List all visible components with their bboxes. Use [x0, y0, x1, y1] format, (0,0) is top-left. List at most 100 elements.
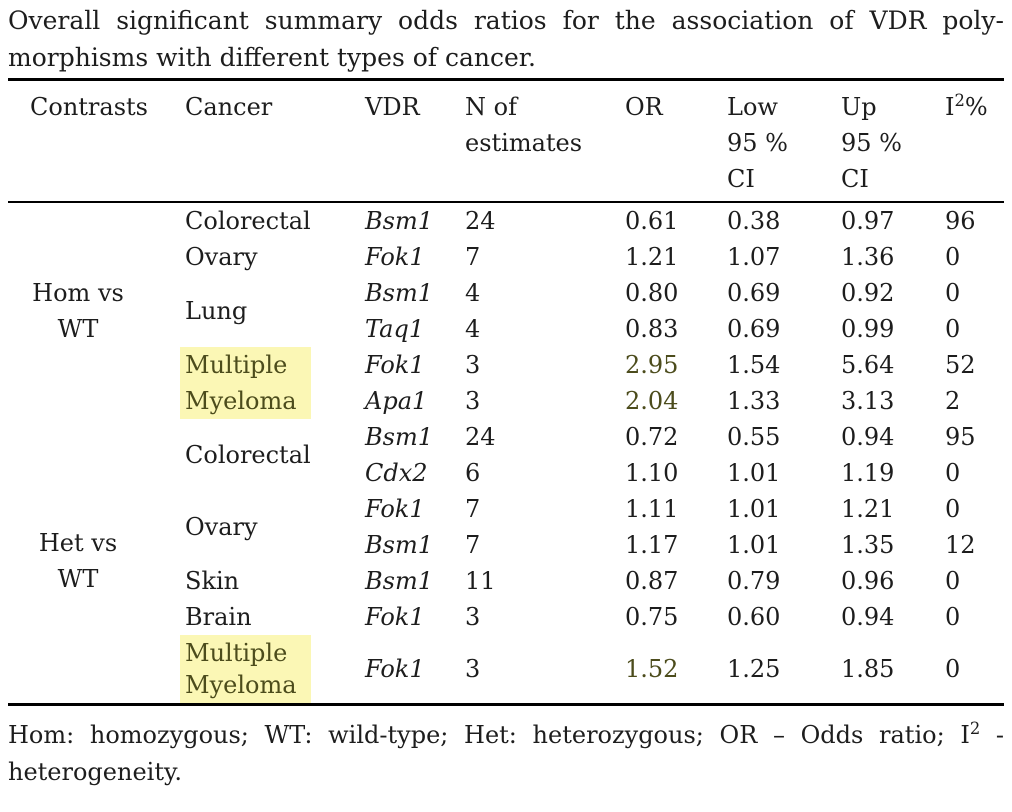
header-n-estimates: N of estimates — [465, 79, 625, 203]
cell-up-ci: 1.36 — [841, 243, 895, 271]
section-label-hom-vs-wt: Hom vs WT — [32, 279, 124, 343]
cell-up-ci: 1.85 — [841, 655, 895, 683]
cell-vdr: Fok1 — [365, 243, 425, 271]
cell-up-ci: 0.97 — [841, 207, 895, 235]
cell-or: 0.83 — [625, 315, 679, 343]
table-row: Bsm1 7 1.17 1.01 1.35 12 — [8, 527, 1004, 563]
cell-up-ci: 3.13 — [841, 387, 895, 415]
cell-vdr: Bsm1 — [365, 531, 433, 559]
cell-vdr: Fok1 — [365, 495, 425, 523]
header-row: Contrasts Cancer VDR N of estimates OR L… — [8, 79, 1004, 203]
header-up-ci: Up 95 % CI — [841, 79, 945, 203]
cell-up-ci: 1.21 — [841, 495, 895, 523]
highlighted-or-value: 2.04 — [619, 383, 727, 419]
cell-or: 1.21 — [625, 243, 679, 271]
cell-i2: 0 — [945, 243, 961, 271]
cell-n: 24 — [465, 207, 496, 235]
header-low-ci: Low 95 % CI — [727, 79, 841, 203]
cell-n: 11 — [465, 567, 496, 595]
cell-up-ci: 0.94 — [841, 423, 895, 451]
cell-cancer: Colorectal — [185, 441, 311, 469]
cell-vdr: Bsm1 — [365, 423, 433, 451]
cell-i2: 12 — [945, 531, 976, 559]
cell-i2: 0 — [945, 655, 961, 683]
cell-low-ci: 0.69 — [727, 279, 781, 307]
footnote-line-1: Hom: homozygous; WT: wild-type; Het: het… — [8, 719, 1004, 749]
cell-or: 0.87 — [625, 567, 679, 595]
cell-up-ci: 0.99 — [841, 315, 895, 343]
cell-vdr: Fok1 — [365, 351, 425, 379]
cell-low-ci: 1.01 — [727, 495, 781, 523]
cell-vdr: Bsm1 — [365, 279, 433, 307]
cell-n: 4 — [465, 279, 481, 307]
cell-n: 24 — [465, 423, 496, 451]
table-row: Brain Fok1 3 0.75 0.60 0.94 0 — [8, 599, 1004, 635]
table-row: Taq1 4 0.83 0.69 0.99 0 — [8, 311, 1004, 347]
cell-vdr: Fok1 — [365, 603, 425, 631]
table-row: Cdx2 6 1.10 1.01 1.19 0 — [8, 455, 1004, 491]
header-i2-percent: I2% — [945, 79, 1004, 203]
cell-n: 3 — [465, 387, 481, 415]
cell-low-ci: 1.07 — [727, 243, 781, 271]
table-caption: Overall significant summary odds ratios … — [8, 0, 1004, 76]
cell-low-ci: 1.01 — [727, 459, 781, 487]
odds-ratio-table: Contrasts Cancer VDR N of estimates OR L… — [8, 78, 1004, 706]
cell-up-ci: 5.64 — [841, 351, 895, 379]
cell-up-ci: 1.35 — [841, 531, 895, 559]
footnote-line-2: heterogeneity. — [8, 758, 182, 786]
cell-cancer: Skin — [185, 567, 240, 595]
cell-n: 3 — [465, 655, 481, 683]
cell-low-ci: 1.25 — [727, 655, 781, 683]
cell-up-ci: 0.96 — [841, 567, 895, 595]
cell-low-ci: 0.55 — [727, 423, 781, 451]
table-row: Hom vs WT Colorectal Bsm1 24 0.61 0.38 0… — [8, 202, 1004, 343]
cell-or: 0.61 — [625, 207, 679, 235]
cell-cancer: Lung — [185, 297, 248, 325]
cell-n: 6 — [465, 459, 481, 487]
cell-vdr: Fok1 — [365, 655, 425, 683]
cell-n: 7 — [465, 243, 481, 271]
cell-or: 1.11 — [625, 495, 679, 523]
cell-vdr: Taq1 — [365, 315, 425, 343]
table-row: Ovary Fok1 7 1.11 1.01 1.21 0 — [8, 491, 1004, 541]
cell-up-ci: 0.92 — [841, 279, 895, 307]
header-cancer: Cancer — [185, 79, 365, 203]
table-row: Ovary Fok1 7 1.21 1.07 1.36 0 — [8, 239, 1004, 275]
cell-low-ci: 1.01 — [727, 531, 781, 559]
cell-i2: 0 — [945, 495, 961, 523]
table-row: Skin Bsm1 11 0.87 0.79 0.96 0 — [8, 563, 1004, 599]
section-label-het-vs-wt: Het vs WT — [38, 529, 118, 593]
cell-or: 0.75 — [625, 603, 679, 631]
cell-n: 7 — [465, 495, 481, 523]
cell-i2: 0 — [945, 279, 961, 307]
cell-i2: 52 — [945, 351, 976, 379]
cell-i2: 0 — [945, 603, 961, 631]
cell-low-ci: 0.38 — [727, 207, 781, 235]
table-row: Lung Bsm1 4 0.80 0.69 0.92 0 — [8, 275, 1004, 325]
cell-vdr: Bsm1 — [365, 567, 433, 595]
cell-low-ci: 0.60 — [727, 603, 781, 631]
cell-low-ci: 0.69 — [727, 315, 781, 343]
cell-or: 1.17 — [625, 531, 679, 559]
cell-n: 3 — [465, 351, 481, 379]
highlighted-or-value: 1.52 — [619, 635, 727, 705]
cell-cancer: Ovary — [185, 243, 258, 271]
cell-up-ci: 1.19 — [841, 459, 895, 487]
cell-up-ci: 0.94 — [841, 603, 895, 631]
cell-low-ci: 1.54 — [727, 351, 781, 379]
table-row: Het vs WT Colorectal Bsm1 24 0.72 0.55 0… — [8, 419, 1004, 593]
header-vdr: VDR — [365, 79, 465, 203]
cell-cancer-highlighted: Multiple Myeloma — [180, 347, 365, 419]
table-row: Apa1 3 2.04 1.33 3.13 2 — [8, 383, 1004, 419]
cell-i2: 96 — [945, 207, 976, 235]
cell-vdr: Bsm1 — [365, 207, 433, 235]
caption-line-1: Overall significant summary odds ratios … — [8, 6, 1004, 35]
highlighted-cancer-cell: Multiple Myeloma — [180, 347, 311, 419]
table-footnote: Hom: homozygous; WT: wild-type; Het: het… — [8, 717, 1004, 791]
cell-low-ci: 1.33 — [727, 387, 781, 415]
cell-or: 0.72 — [625, 423, 679, 451]
cell-n: 3 — [465, 603, 481, 631]
cell-vdr: Cdx2 — [365, 459, 428, 487]
cell-i2: 95 — [945, 423, 976, 451]
